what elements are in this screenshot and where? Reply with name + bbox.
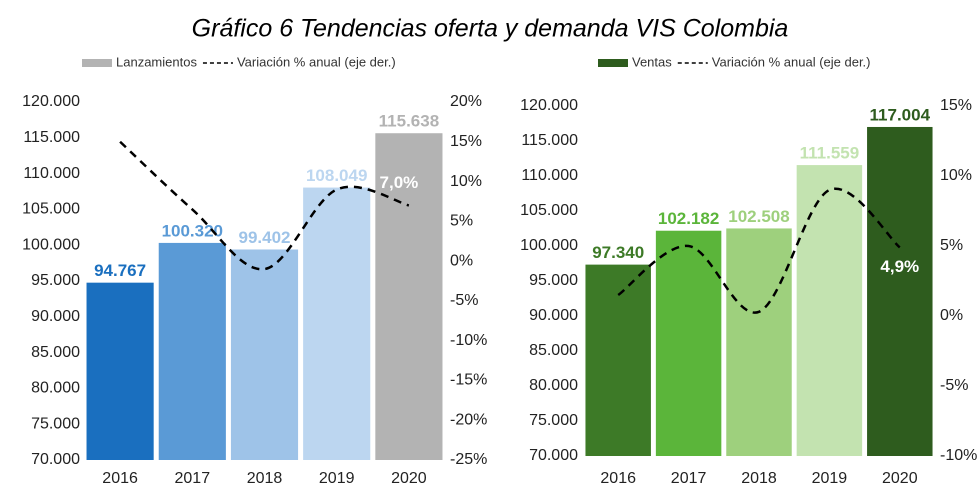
x-tick-label: 2017 <box>175 470 211 487</box>
bar <box>158 242 226 460</box>
y2-tick-label: -10% <box>450 332 487 349</box>
y-tick-label: 80.000 <box>31 380 80 397</box>
bar-value-label: 97.340 <box>592 243 644 262</box>
bar <box>867 126 933 457</box>
y-tick-label: 75.000 <box>31 415 80 432</box>
legend-label: Variación % anual (eje der.) <box>237 54 396 69</box>
y-tick-label: 110.000 <box>521 167 578 184</box>
y2-tick-label: -20% <box>450 411 487 428</box>
x-tick-label: 2018 <box>247 470 283 487</box>
bar <box>86 282 154 460</box>
x-tick-label: 2020 <box>882 470 918 487</box>
line-value-label: 7,0% <box>380 173 419 192</box>
y2-tick-label: -15% <box>450 372 487 389</box>
y2-tick-label: 15% <box>940 97 972 114</box>
legend-label: Variación % anual (eje der.) <box>712 54 871 69</box>
x-tick-label: 2019 <box>319 470 355 487</box>
y2-tick-label: 10% <box>450 173 482 190</box>
y-tick-label: 120.000 <box>520 97 578 114</box>
x-tick-label: 2018 <box>741 470 777 487</box>
x-tick-label: 2017 <box>671 470 707 487</box>
y-tick-label: 110.000 <box>23 165 80 182</box>
bar-value-label: 108.049 <box>306 166 367 185</box>
y-tick-label: 80.000 <box>529 377 578 394</box>
bar-value-label: 102.182 <box>658 209 719 228</box>
y-tick-label: 85.000 <box>529 342 578 359</box>
bar <box>796 165 863 456</box>
line-value-label: 4,9% <box>880 257 919 276</box>
bar <box>655 230 722 456</box>
y2-tick-label: -25% <box>450 451 487 468</box>
y2-tick-label: -10% <box>940 447 977 464</box>
y-tick-label: 115.000 <box>521 132 578 149</box>
y-tick-label: 100.000 <box>22 236 80 253</box>
y-tick-label: 115.000 <box>23 129 80 146</box>
bar-value-label: 102.508 <box>728 207 789 226</box>
line <box>617 187 901 314</box>
legend-label: Ventas <box>632 54 672 69</box>
y2-tick-label: 15% <box>450 133 482 150</box>
bar-value-label: 111.559 <box>800 144 860 163</box>
y-tick-label: 95.000 <box>529 272 578 289</box>
y-tick-label: 95.000 <box>31 272 80 289</box>
y2-tick-label: 0% <box>940 307 963 324</box>
x-tick-label: 2019 <box>812 470 848 487</box>
y2-tick-label: -5% <box>940 377 968 394</box>
y2-tick-label: 10% <box>940 167 972 184</box>
bar-value-label: 115.638 <box>379 112 440 131</box>
y-tick-label: 105.000 <box>520 202 578 219</box>
y-tick-label: 100.000 <box>520 237 578 254</box>
bar <box>303 187 371 460</box>
y-tick-label: 90.000 <box>31 308 80 325</box>
legend-label: Lanzamientos <box>116 54 197 69</box>
y-tick-label: 90.000 <box>529 307 578 324</box>
y-tick-label: 85.000 <box>31 344 80 361</box>
x-tick-label: 2016 <box>102 470 138 487</box>
bar <box>585 264 651 456</box>
bar-value-label: 100.320 <box>162 221 223 240</box>
legend-swatch <box>598 59 628 67</box>
legend-swatch <box>82 59 112 67</box>
chart-title: Gráfico 6 Tendencias oferta y demanda VI… <box>192 15 789 43</box>
bar-value-label: 99.402 <box>239 228 291 247</box>
x-tick-label: 2016 <box>600 470 636 487</box>
bar <box>726 228 792 456</box>
y2-tick-label: 0% <box>450 252 473 269</box>
y-tick-label: 75.000 <box>529 412 578 429</box>
bar <box>375 133 443 460</box>
y2-tick-label: 5% <box>450 213 473 230</box>
x-tick-label: 2020 <box>391 470 427 487</box>
bar <box>230 249 299 460</box>
bar-value-label: 117.004 <box>870 105 931 124</box>
y-tick-label: 70.000 <box>31 451 80 468</box>
y-tick-label: 105.000 <box>22 201 80 218</box>
line <box>119 140 410 271</box>
y-tick-label: 120.000 <box>22 93 80 110</box>
y2-tick-label: 5% <box>940 237 963 254</box>
y2-tick-label: 20% <box>450 93 482 110</box>
bar-value-label: 94.767 <box>94 261 146 280</box>
y-tick-label: 70.000 <box>529 447 578 464</box>
y2-tick-label: -5% <box>450 292 478 309</box>
